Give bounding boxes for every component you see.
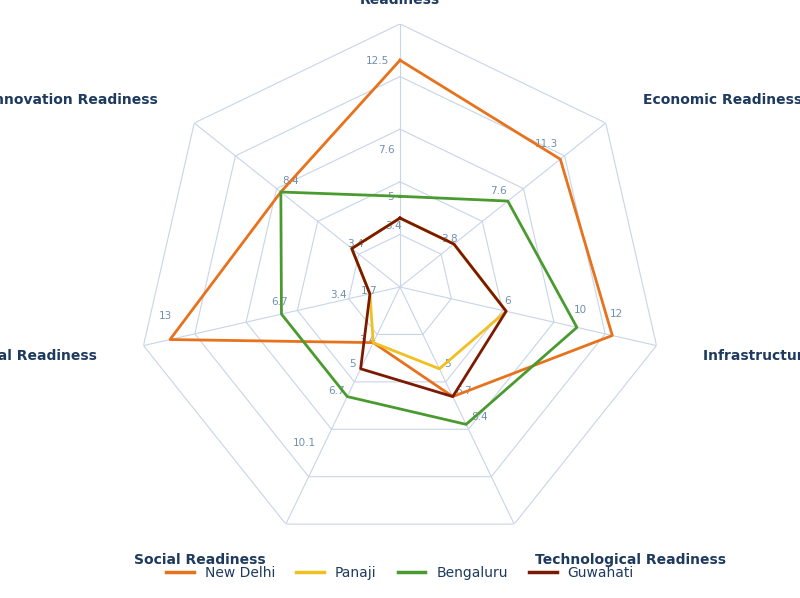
Text: 7.6: 7.6 xyxy=(490,186,507,196)
Text: 8.4: 8.4 xyxy=(282,176,299,185)
Legend: New Delhi, Panaji, Bengaluru, Guwahati: New Delhi, Panaji, Bengaluru, Guwahati xyxy=(161,560,639,585)
Text: 13: 13 xyxy=(159,312,173,321)
Text: 3.8: 3.8 xyxy=(441,234,458,244)
Text: Infrastructural Readiness: Infrastructural Readiness xyxy=(702,349,800,363)
Text: 12: 12 xyxy=(610,309,622,319)
Text: Economic Readiness: Economic Readiness xyxy=(642,93,800,108)
Text: Institutional/ Policy
Readiness: Institutional/ Policy Readiness xyxy=(324,0,476,7)
Text: 12.5: 12.5 xyxy=(366,56,389,66)
Text: 6: 6 xyxy=(505,295,511,306)
Text: 5: 5 xyxy=(388,192,394,202)
Text: 6.7: 6.7 xyxy=(271,297,288,307)
Text: 10: 10 xyxy=(574,304,586,315)
Text: 3.4: 3.4 xyxy=(386,221,402,231)
Text: Technological Readiness: Technological Readiness xyxy=(534,553,726,567)
Text: 6.7: 6.7 xyxy=(328,386,345,396)
Text: 3.4: 3.4 xyxy=(359,335,376,344)
Text: 1.7: 1.7 xyxy=(361,286,378,296)
Text: 6.7: 6.7 xyxy=(455,386,472,396)
Text: Social Readiness: Social Readiness xyxy=(134,553,266,567)
Text: 10.1: 10.1 xyxy=(293,438,316,448)
Text: 5: 5 xyxy=(444,359,450,370)
Text: Environmental Readiness: Environmental Readiness xyxy=(0,349,98,363)
Text: Innovation Readiness: Innovation Readiness xyxy=(0,93,158,108)
Text: 3.4: 3.4 xyxy=(347,239,364,249)
Text: 8.4: 8.4 xyxy=(471,412,488,422)
Text: 11.3: 11.3 xyxy=(535,139,558,149)
Text: 3.4: 3.4 xyxy=(330,289,347,300)
Text: 5: 5 xyxy=(350,359,356,370)
Text: 7.6: 7.6 xyxy=(378,145,394,155)
